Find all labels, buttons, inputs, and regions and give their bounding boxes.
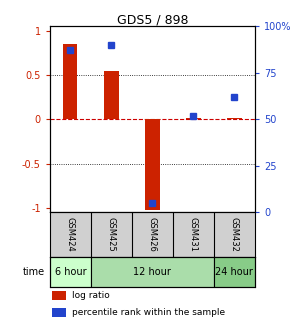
Bar <box>63 44 77 119</box>
Text: log ratio: log ratio <box>72 291 110 300</box>
Bar <box>50 257 91 287</box>
Text: GSM426: GSM426 <box>148 217 157 252</box>
Text: 12 hour: 12 hour <box>133 267 171 277</box>
Bar <box>91 257 214 287</box>
Bar <box>227 117 242 119</box>
Text: GSM432: GSM432 <box>230 217 239 252</box>
Bar <box>52 308 66 317</box>
Text: 24 hour: 24 hour <box>215 267 253 277</box>
Bar <box>214 257 255 287</box>
Text: GSM431: GSM431 <box>189 217 198 252</box>
Bar <box>104 71 119 119</box>
Text: GSM424: GSM424 <box>66 217 75 252</box>
Text: time: time <box>23 267 45 277</box>
Text: 6 hour: 6 hour <box>54 267 86 277</box>
Text: percentile rank within the sample: percentile rank within the sample <box>72 308 226 317</box>
Bar <box>186 117 200 119</box>
Text: GSM425: GSM425 <box>107 217 116 252</box>
Bar <box>145 119 160 210</box>
Title: GDS5 / 898: GDS5 / 898 <box>117 13 188 26</box>
Bar <box>52 291 66 300</box>
